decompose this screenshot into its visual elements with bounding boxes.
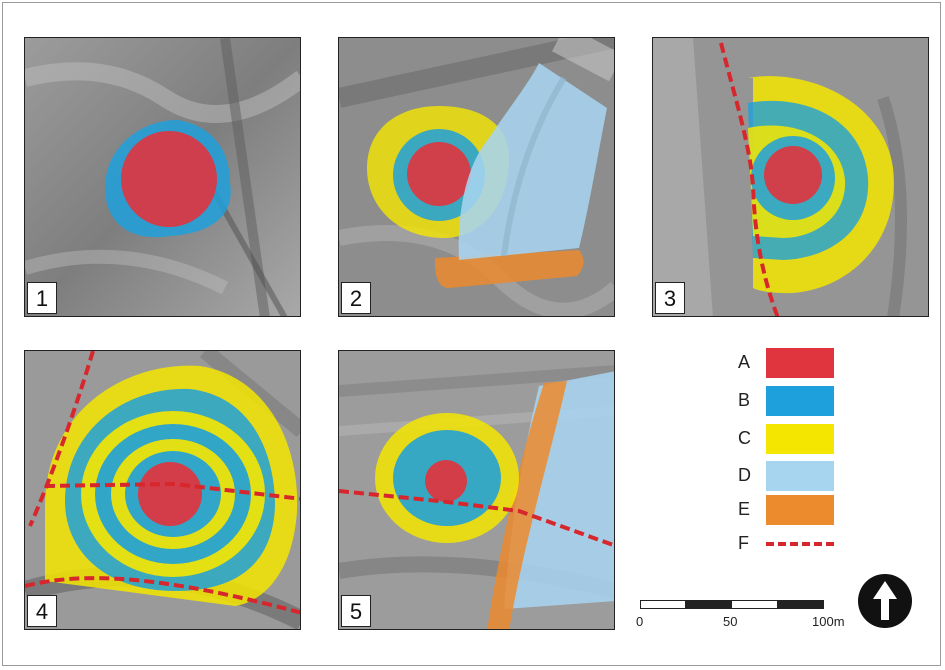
map-panel-3-graphic xyxy=(653,38,928,316)
legend-letter: B xyxy=(738,390,751,410)
zone-a xyxy=(121,131,217,227)
map-panel-4-graphic xyxy=(25,351,300,629)
scale-segment xyxy=(731,600,778,609)
panel-number: 5 xyxy=(341,595,371,627)
legend-letter: E xyxy=(738,499,751,519)
zone-a xyxy=(764,146,822,204)
panel-number: 4 xyxy=(27,595,57,627)
zone-e xyxy=(434,250,584,288)
map-panel-5-graphic xyxy=(339,351,614,629)
map-panel-1: 1 xyxy=(24,37,301,317)
map-panel-5: 5 xyxy=(338,350,615,630)
scale-label-0: 0 xyxy=(636,614,644,629)
scale-segment xyxy=(685,600,732,609)
legend-letter: D xyxy=(738,465,751,485)
legend-swatch xyxy=(766,495,834,525)
map-panel-4: 4 xyxy=(24,350,301,630)
zone-d xyxy=(458,63,607,260)
legend-swatch xyxy=(766,424,834,454)
zone-a xyxy=(138,462,202,526)
legend-letter: A xyxy=(738,352,751,372)
boundary-f xyxy=(25,576,300,615)
boundary-f xyxy=(719,42,780,316)
zone-a xyxy=(425,460,467,502)
boundary-f xyxy=(339,489,614,548)
legend-swatch xyxy=(766,386,834,416)
map-panel-1-graphic xyxy=(25,38,300,316)
north-arrow-icon xyxy=(858,574,912,628)
legend-swatch xyxy=(766,461,834,491)
boundary-f xyxy=(44,481,300,501)
legend-swatch xyxy=(766,348,834,378)
zone-e xyxy=(487,381,567,629)
map-panel-2-graphic xyxy=(339,38,614,316)
panel-number: 3 xyxy=(655,282,685,314)
boundary-f xyxy=(28,351,95,527)
scale-segment xyxy=(640,600,686,609)
panel-number: 1 xyxy=(27,282,57,314)
legend-letter: F xyxy=(738,533,749,553)
panel-number: 2 xyxy=(341,282,371,314)
legend-dashed-line xyxy=(766,542,834,546)
zone-a xyxy=(407,142,471,206)
scale-label-100: 100m xyxy=(812,614,845,629)
map-panel-3: 3 xyxy=(652,37,929,317)
scale-segment xyxy=(777,600,824,609)
legend-letter: C xyxy=(738,428,751,448)
scale-label-50: 50 xyxy=(723,614,738,629)
map-panel-2: 2 xyxy=(338,37,615,317)
